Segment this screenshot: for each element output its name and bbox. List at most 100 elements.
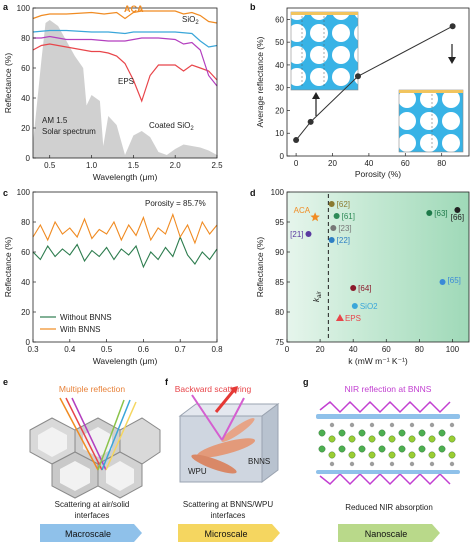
porosity-point [354,73,361,80]
bnns-atoms [318,422,456,467]
panel-label-f: f [165,377,169,387]
linker-atom [449,422,455,428]
plot-frame-a [32,7,218,159]
d-ytick-label: 90 [275,248,284,257]
bnns-atom [368,451,376,459]
reflectance-lines-a [32,10,218,103]
caption-e-line2: interfaces [75,511,110,520]
c-xtick-label: 0.5 [101,345,113,354]
b-ytick-label: 30 [275,84,284,93]
bnns-atom [448,435,456,443]
d-ytick-label: 85 [275,278,284,287]
b-ytick-label: 40 [275,61,284,70]
eps-label: EPS [118,77,134,86]
porous-structure-inset-high [398,89,464,153]
series-line-aca [32,10,218,24]
b-xtick-label: 0 [294,159,299,168]
b-ytick-label: 60 [275,15,284,24]
bnns-atom [418,429,426,437]
legend-c: Without BNNS With BNNS [40,313,112,334]
inset-arrows [312,44,456,116]
c-ytick-label: 40 [21,278,30,287]
series-line-without-bnns [32,235,218,269]
linker-atom [349,422,355,428]
series-line-with-bnns [32,212,218,245]
y-ticks-d: 75 80 85 90 95 100 [271,188,290,347]
y-axis-label-a: Reflectance (%) [3,53,13,114]
bnns-atom [438,429,446,437]
linker-atom [389,461,395,467]
d-xtick-label: 100 [446,345,460,354]
multiple-reflection-title: Multiple reflection [59,384,125,394]
b-xtick-label: 60 [401,159,410,168]
bnns-atom [348,435,356,443]
porosity-point [307,118,314,125]
solar-spectrum-fill [33,20,217,158]
bnns-atom [378,445,386,453]
macroscale-banner [40,524,142,542]
point-sio2-label: SiO2 [360,302,378,311]
bnns-atom [318,445,326,453]
bnns-atom [388,451,396,459]
porosity-point [449,23,456,30]
y-ticks-b: 0 10 20 30 40 50 60 [275,15,290,161]
c-xtick-label: 0.6 [138,345,150,354]
d-xtick-label: 0 [285,345,290,354]
a-xtick-label: 1.0 [86,161,98,170]
panel-a: a 0.5 1.0 1.5 2.0 2.5 0 20 40 60 80 100 Wavelengt… [3,2,223,182]
x-axis-label-b: Porosity (%) [355,169,401,179]
linker-atom [349,461,355,467]
c-ytick-label: 20 [21,308,30,317]
b-ytick-label: 50 [275,38,284,47]
c-ytick-label: 100 [17,188,31,197]
point-21-label: [21] [290,230,303,239]
linker-atom [409,422,415,428]
d-ytick-label: 100 [271,188,285,197]
porosity-series [293,23,456,144]
linker-atom [409,461,415,467]
panel-e: e Multiple reflection Scattering at air/… [3,377,161,542]
macroscale-label: Macroscale [65,529,111,539]
x-axis-label-c: Wavelength (μm) [93,356,158,366]
solar-spectrum-label: Solar spectrum [42,127,96,136]
microscale-banner [178,524,280,542]
aca-label: ACA [124,4,144,14]
am15-label: AM 1.5 [42,116,68,125]
y-axis-label-c: Reflectance (%) [3,237,13,298]
porous-structure-inset-low [290,11,359,91]
caption-f-line2: interfaces [211,511,246,520]
linker-atom [449,461,455,467]
hexagonal-tube-illustration [29,397,161,499]
a-xtick-label: 1.5 [128,161,140,170]
point-66-marker [454,207,461,213]
point-23-marker [330,225,337,231]
point-eps-marker [335,314,344,321]
d-xtick-label: 20 [316,345,325,354]
point-65-marker [439,279,446,285]
series-line-eps [32,43,218,103]
bnns-atom [358,429,366,437]
a-xtick-label: 2.0 [170,161,182,170]
point-22-label: [22] [337,236,350,245]
linker-atom [329,422,335,428]
linker-atom [429,461,435,467]
c-ytick-label: 0 [26,338,31,347]
bnns-atom [348,451,356,459]
coated-sio2-label: Coated SiO2 [149,121,194,132]
d-ytick-label: 95 [275,218,284,227]
point-66-label: [66] [451,213,464,222]
a-ytick-label: 0 [26,154,31,163]
solar-spectrum-area [33,20,217,158]
a-xtick-label: 2.5 [211,161,223,170]
bnns-atom [338,445,346,453]
b-ytick-label: 10 [275,129,284,138]
bnns-atom [398,445,406,453]
nanoscale-banner [338,524,440,542]
plot-frame-b [286,7,470,157]
point-23-label: [23] [338,224,351,233]
linker-atom [369,461,375,467]
bnns-atom [368,435,376,443]
linker-atom [369,422,375,428]
panel-d: d ACA [62] [61] [21] [23] [22] [63] [66] [64] [65… [250,188,470,366]
panel-c: c 0.3 0.4 0.5 0.6 0.7 0.8 0 20 40 60 80 100 Wavele… [3,188,223,366]
